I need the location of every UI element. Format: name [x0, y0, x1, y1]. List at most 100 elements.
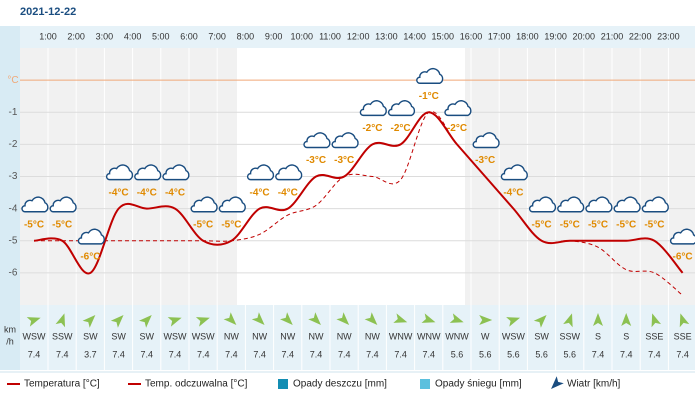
wind-direction: W	[481, 331, 490, 341]
temperature-label: -4°C	[109, 187, 129, 198]
weather-icon	[77, 228, 105, 245]
wind-speed: 7.4	[112, 349, 125, 359]
wind-arrow	[139, 315, 152, 328]
wind-speed: 5.6	[451, 349, 464, 359]
hour-label: 23:00	[657, 31, 680, 41]
date: 2021-12-22	[20, 6, 76, 18]
weather-icon	[528, 196, 557, 213]
wind-speed: 7.4	[310, 349, 323, 359]
weather-icon	[557, 196, 585, 213]
hour-label: 2:00	[67, 31, 85, 41]
temperature-label: -5°C	[644, 219, 664, 230]
hour-label: 9:00	[265, 31, 283, 41]
wind-arrow	[167, 317, 182, 327]
wind-speed: 7.4	[225, 349, 238, 359]
temperature-label: -5°C	[193, 219, 213, 230]
weather-icon	[303, 132, 331, 149]
wind-direction: SW	[140, 331, 155, 341]
hour-label: 20:00	[573, 31, 596, 41]
wind-direction: WSW	[164, 331, 187, 341]
y-tick-label: -6	[9, 268, 18, 279]
temperature-label: -2°C	[447, 123, 467, 134]
wind-direction: NW	[365, 331, 380, 341]
wind-arrow	[251, 312, 265, 325]
temperature-label: -3°C	[306, 155, 326, 166]
wind-speed: 7.4	[648, 349, 661, 359]
wind-direction: S	[623, 331, 629, 341]
hours-row	[0, 26, 695, 48]
weather-icon	[444, 100, 472, 117]
wind-arrow	[506, 317, 521, 327]
weather-icon	[416, 68, 444, 84]
wind-speed: 7.4	[141, 349, 154, 359]
wind-speed: 7.4	[338, 349, 351, 359]
temperature-label: -4°C	[137, 187, 157, 198]
temperature-label: -5°C	[52, 219, 72, 230]
wind-direction: SW	[111, 331, 126, 341]
hour-label: 14:00	[403, 31, 426, 41]
weather-icon	[585, 196, 613, 213]
weather-icon	[275, 164, 303, 181]
wind-speed: 5.6	[564, 349, 577, 359]
hour-label: 19:00	[544, 31, 567, 41]
hour-label: 17:00	[488, 31, 511, 41]
wind-direction: SSE	[674, 331, 692, 341]
hour-label: 1:00	[39, 31, 57, 41]
weather-icon	[331, 132, 359, 149]
wind-speed: 7.4	[620, 349, 633, 359]
legend-label: Temp. odczuwalna [°C]	[145, 379, 248, 390]
axis-column	[0, 26, 20, 370]
wind-direction: SSW	[560, 331, 581, 341]
wind-direction: WSW	[502, 331, 525, 341]
wind-arrow	[593, 313, 603, 326]
weather-icon	[190, 196, 218, 213]
wind-arrow	[679, 313, 690, 328]
weather-icon	[105, 164, 134, 181]
wind-arrow	[280, 312, 293, 325]
y-tick-label: -2	[9, 139, 18, 150]
weather-icon	[613, 196, 641, 213]
hour-label: 11:00	[319, 31, 341, 41]
wind-direction: NW	[337, 331, 352, 341]
y-tick-label: -1	[9, 107, 18, 118]
temperature-label: -2°C	[391, 123, 411, 134]
hour-label: 16:00	[460, 31, 483, 41]
legend-swatch	[420, 379, 430, 389]
wind-speed: 7.4	[197, 349, 210, 359]
wind-direction: WNW	[417, 331, 441, 341]
weather-icon	[669, 228, 695, 245]
weather-icon	[500, 164, 528, 181]
wind-arrow	[26, 317, 41, 327]
wind-direction: SW	[534, 331, 549, 341]
wind-direction: NW	[280, 331, 295, 341]
hour-label: 8:00	[237, 31, 255, 41]
wind-direction: S	[595, 331, 601, 341]
wind-arrow	[563, 313, 573, 328]
wind-arrow	[364, 312, 378, 325]
wind-arrow	[308, 312, 321, 325]
hour-label: 15:00	[432, 31, 455, 41]
y-tick-label: °C	[7, 75, 18, 86]
wind-speed: 7.4	[676, 349, 689, 359]
hour-label: 3:00	[96, 31, 114, 41]
wind-direction: WSW	[23, 331, 46, 341]
wind-speed: 7.4	[28, 349, 41, 359]
wind-speed: 7.4	[592, 349, 605, 359]
legend-label: Wiatr [km/h]	[567, 379, 621, 390]
temperature-label: -1°C	[419, 91, 439, 102]
weather-icon	[134, 164, 162, 181]
legend-label: Temperatura [°C]	[24, 379, 100, 390]
y-tick-label: -3	[9, 171, 18, 182]
y-tick-label: -4	[9, 203, 18, 214]
wind-arrow	[195, 317, 210, 327]
wind-speed: 7.4	[394, 349, 407, 359]
weather-icon	[359, 100, 387, 117]
temperature-line	[33, 111, 684, 275]
legend-label: Opady deszczu [mm]	[293, 379, 387, 390]
legend-label: Opady śniegu [mm]	[435, 379, 522, 390]
temperature-label: -5°C	[616, 219, 636, 230]
wind-arrow	[393, 313, 408, 323]
temperature-label: -6°C	[80, 252, 100, 263]
wind-speed: 7.4	[423, 349, 436, 359]
wind-direction: NW	[309, 331, 324, 341]
